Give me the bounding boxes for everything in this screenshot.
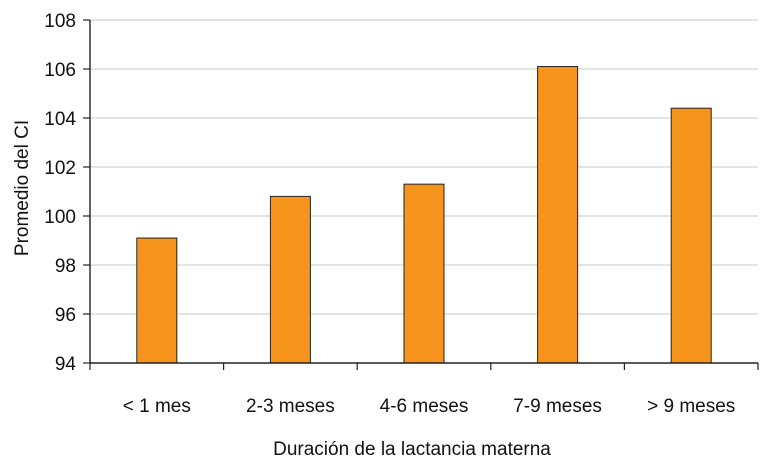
- y-axis-title: Promedio del CI: [12, 120, 33, 256]
- bar: [537, 66, 579, 364]
- bars: [136, 66, 712, 364]
- y-tick-label: 102: [44, 158, 76, 179]
- x-tick-label: 7-9 meses: [513, 396, 602, 417]
- axes: [83, 19, 759, 370]
- x-axis-title: Duración de la lactancia materna: [273, 439, 551, 460]
- y-tick-label: 106: [44, 60, 76, 81]
- bar: [403, 183, 445, 364]
- bar: [136, 237, 178, 364]
- bar: [269, 195, 311, 364]
- y-tick-labels: 94 96 98 100 102 104 106 108: [44, 11, 76, 375]
- x-tick-label: 4-6 meses: [380, 396, 469, 417]
- y-tick-label: 98: [55, 256, 76, 277]
- bar: [670, 107, 712, 364]
- x-tick-label: < 1 mes: [123, 396, 191, 417]
- x-tick-label: 2-3 meses: [246, 396, 335, 417]
- y-tick-label: 104: [44, 109, 76, 130]
- y-tick-label: 96: [55, 305, 76, 326]
- y-tick-label: 100: [44, 207, 76, 228]
- y-tick-label: 94: [55, 354, 77, 375]
- x-tick-labels: < 1 mes 2-3 meses 4-6 meses 7-9 meses > 9 me…: [123, 396, 736, 417]
- y-tick-label: 108: [44, 11, 76, 32]
- x-tick-label: > 9 meses: [647, 396, 735, 417]
